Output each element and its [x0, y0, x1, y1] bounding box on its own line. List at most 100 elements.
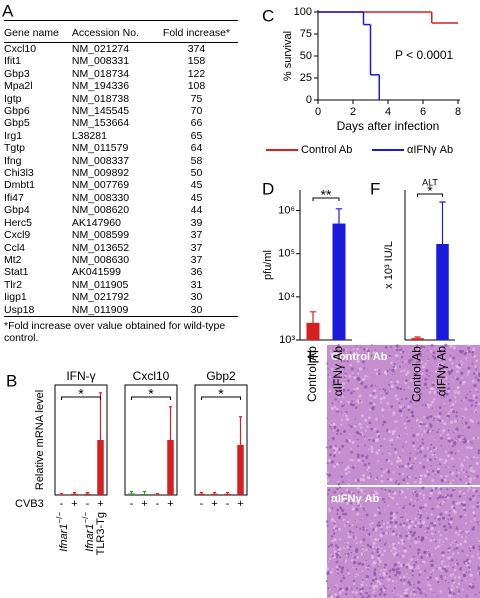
- cell: Stat1: [4, 266, 29, 279]
- texture: [394, 573, 398, 577]
- texture: [410, 387, 413, 390]
- texture: [419, 514, 423, 517]
- texture: [375, 417, 379, 421]
- texture: [329, 570, 333, 574]
- significance-bracket: [61, 396, 101, 400]
- texture: [348, 374, 352, 378]
- texture: [374, 477, 378, 481]
- texture: [410, 379, 413, 382]
- texture: [351, 466, 355, 470]
- texture: [433, 417, 436, 420]
- texture: [341, 444, 345, 448]
- texture: [449, 482, 452, 485]
- error-bar: [335, 208, 343, 224]
- texture: [475, 594, 477, 596]
- texture: [415, 393, 418, 396]
- error-bar: [98, 392, 103, 440]
- texture: [399, 523, 402, 526]
- texture: [477, 463, 479, 465]
- texture: [419, 445, 422, 448]
- texture: [389, 439, 391, 442]
- texture: [430, 532, 434, 536]
- texture: [463, 574, 466, 577]
- texture: [412, 555, 415, 558]
- row: Dmbt1 NM_007769 45: [4, 179, 238, 191]
- texture: [327, 374, 330, 376]
- texture: [457, 471, 460, 475]
- texture: [394, 382, 397, 385]
- texture: [407, 580, 411, 584]
- texture: [470, 586, 474, 589]
- texture: [394, 551, 398, 555]
- texture: [458, 588, 460, 591]
- texture: [407, 408, 411, 412]
- x-tick-label: -: [200, 498, 204, 510]
- texture: [441, 495, 445, 499]
- texture: [395, 480, 398, 483]
- texture: [392, 364, 394, 366]
- texture: [380, 479, 384, 483]
- texture: [412, 494, 415, 496]
- texture: [443, 565, 447, 569]
- cell: Gbp4: [4, 204, 30, 217]
- cell: Ifi47: [4, 191, 24, 204]
- texture: [455, 411, 458, 414]
- x-tick-label: αIFNγ Ab: [331, 346, 345, 397]
- texture: [400, 348, 403, 351]
- texture: [369, 587, 372, 590]
- texture: [421, 438, 424, 441]
- texture: [420, 538, 424, 542]
- texture: [472, 470, 476, 473]
- texture: [414, 537, 418, 540]
- texture: [370, 491, 373, 494]
- texture: [420, 345, 424, 349]
- texture: [346, 532, 349, 535]
- texture: [385, 458, 389, 462]
- texture: [440, 397, 443, 399]
- row: Cxcl10 NM_021274 374: [4, 43, 238, 56]
- texture: [339, 579, 343, 583]
- cell: NM_153664: [71, 117, 130, 130]
- texture: [447, 552, 449, 554]
- texture: [326, 446, 329, 449]
- plot-frame: [124, 384, 178, 496]
- texture: [336, 584, 339, 587]
- texture: [436, 595, 438, 598]
- texture: [361, 360, 365, 364]
- texture: [443, 478, 447, 482]
- texture: [354, 591, 359, 595]
- texture: [377, 460, 380, 462]
- texture: [435, 568, 438, 570]
- texture: [448, 398, 452, 402]
- texture: [428, 553, 431, 557]
- texture: [440, 559, 445, 564]
- texture: [423, 459, 425, 461]
- texture: [472, 394, 476, 398]
- texture: [411, 465, 413, 467]
- texture: [336, 394, 339, 397]
- texture: [420, 446, 425, 450]
- texture: [377, 554, 381, 558]
- texture: [343, 376, 346, 379]
- texture: [453, 539, 456, 542]
- texture: [471, 442, 473, 444]
- texture: [440, 478, 444, 483]
- texture: [368, 466, 370, 469]
- texture: [376, 579, 381, 584]
- texture: [447, 387, 451, 391]
- texture: [422, 404, 424, 406]
- texture: [347, 483, 350, 486]
- texture: [447, 467, 450, 469]
- texture: [384, 345, 388, 349]
- texture: [410, 591, 413, 594]
- texture: [350, 450, 354, 454]
- texture: [364, 437, 366, 440]
- texture: [368, 393, 372, 398]
- texture: [340, 411, 343, 413]
- texture: [391, 542, 396, 547]
- texture: [348, 470, 351, 474]
- texture: [426, 403, 430, 406]
- cell: 64: [190, 142, 203, 155]
- texture: [452, 566, 455, 569]
- row: Chi3l3 NM_009892 50: [4, 167, 238, 179]
